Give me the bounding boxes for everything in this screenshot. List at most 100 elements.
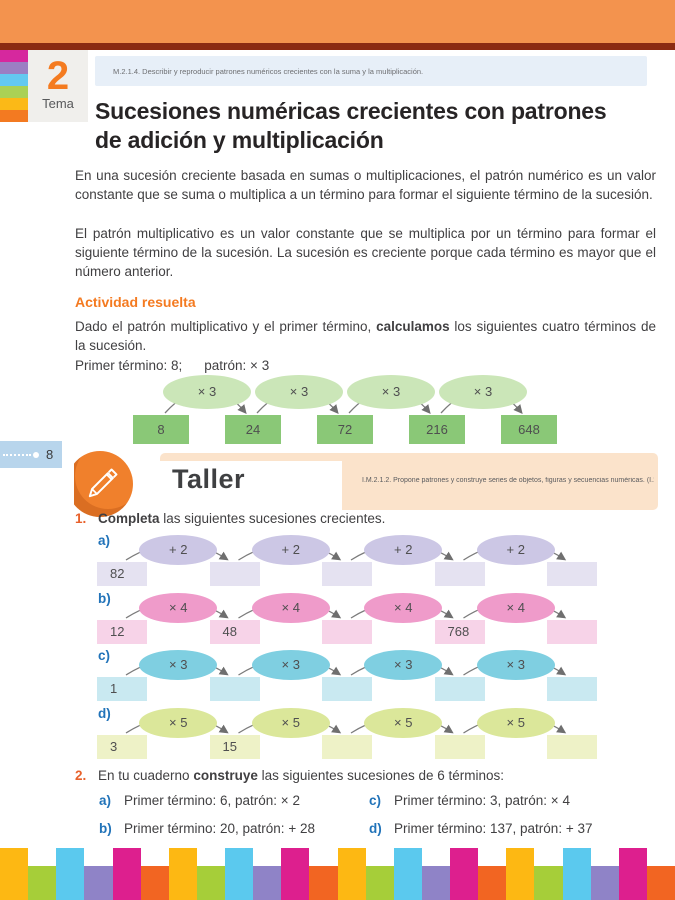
dot-icon (33, 451, 39, 458)
taller-icon-circle (74, 451, 133, 517)
sequence-term-box: 12 (97, 619, 147, 644)
activity-heading: Actividad resuelta (75, 294, 196, 310)
color-block (168, 848, 197, 900)
exercise-1-row-d: × 5 × 5 × 5 × 5 3 15 d) (97, 706, 597, 759)
activity-intro: Dado el patrón multiplicativo y el prime… (75, 317, 656, 355)
sequence-empty-box[interactable] (547, 677, 597, 701)
color-strip-square (0, 74, 28, 86)
color-block (506, 848, 535, 900)
pattern-ellipse: × 3 (347, 375, 435, 409)
exercise-1-heading: 1. Completa las siguientes sucesiones cre… (75, 511, 385, 526)
given-pattern: patrón: × 3 (204, 358, 270, 373)
color-block (450, 848, 479, 900)
pattern-ellipse: + 2 (251, 535, 330, 565)
exercise-1-rows: + 2 + 2 + 2 + 2 82 a) × 4 × 4 × 4 × 4 12 48 768 b) × 3… (97, 533, 597, 765)
pattern-ellipse: × 3 (364, 650, 443, 680)
pattern-ellipse: × 3 (255, 375, 343, 409)
exercise-2-heading: 2. En tu cuaderno construye las siguiente… (75, 768, 504, 783)
color-strip-square (0, 62, 28, 74)
taller-label-panel (160, 461, 342, 510)
sequence-term-box: 24 (225, 415, 281, 444)
page-title-line-1: Sucesiones numéricas crecientes con patr… (95, 98, 607, 124)
pattern-ellipse: × 5 (251, 707, 330, 738)
color-block (281, 848, 310, 900)
item-label: a) (99, 793, 112, 808)
color-block (140, 866, 169, 900)
color-strip-square (0, 86, 28, 98)
color-block (112, 848, 141, 900)
pattern-ellipse: × 3 (439, 375, 527, 409)
exercise-1-row-a: + 2 + 2 + 2 + 2 82 a) (97, 533, 597, 586)
sequence-term-box: 8 (133, 415, 189, 444)
page-title-line-2: de adición y multiplicación (95, 126, 384, 153)
color-block (225, 848, 254, 900)
sequence-empty-box[interactable] (322, 619, 372, 644)
sequence-empty-box[interactable] (209, 677, 260, 701)
color-block (196, 866, 225, 900)
color-block (478, 866, 507, 900)
color-block (253, 866, 282, 900)
curriculum-standard-text: M.2.1.4. Describir y reproducir patrones… (113, 66, 424, 76)
color-block (590, 866, 619, 900)
pattern-ellipse: × 3 (139, 650, 218, 680)
sequence-term-box: 1 (97, 677, 147, 701)
color-strip-square (0, 110, 28, 122)
pattern-ellipse: + 2 (364, 535, 443, 565)
taller-standard-text: I.M.2.1.2. Propone patrones y construye … (362, 477, 654, 484)
color-block (309, 866, 338, 900)
intro-paragraph: En una sucesión creciente basada en suma… (75, 168, 656, 203)
color-block (84, 866, 113, 900)
given-terms: Primer término: 8; patrón: × 3 (75, 358, 269, 373)
item-text: Primer término: 20, patrón: + 28 (124, 821, 315, 836)
example-sequence-diagram: × 3 × 3 × 3 × 3 8 24 72 216 648 (133, 375, 557, 444)
color-block (337, 848, 366, 900)
tema-badge: 2 Tema (28, 50, 88, 122)
sequence-empty-box[interactable] (434, 734, 485, 759)
item-text: Primer término: 137, patrón: + 37 (394, 821, 593, 836)
footer-color-bar (0, 848, 675, 900)
color-block (562, 848, 591, 900)
sequence-empty-box[interactable] (547, 562, 597, 586)
tema-number: 2 (46, 54, 70, 98)
sequence-empty-box[interactable] (547, 619, 597, 644)
color-block (421, 866, 450, 900)
sequence-empty-box[interactable] (209, 562, 260, 586)
exercise-1-row-c: × 3 × 3 × 3 × 3 1 c) (97, 648, 597, 701)
color-block (28, 866, 57, 900)
activity-intro-pre: Dado el patrón multiplicativo y el prime… (75, 319, 377, 334)
sequence-term-box: 72 (317, 415, 373, 444)
exercise-2-item-d: d) Primer término: 137, patrón: + 37 (369, 821, 655, 836)
item-text: Primer término: 3, patrón: × 4 (394, 793, 570, 808)
sequence-empty-box[interactable] (434, 562, 485, 586)
pattern-paragraph: El patrón multiplicativo es un valor con… (75, 226, 656, 280)
row-label: a) (98, 533, 111, 548)
sequence-empty-box[interactable] (434, 677, 485, 701)
sequence-term-box: 82 (97, 562, 147, 586)
sequence-empty-box[interactable] (547, 734, 597, 759)
row-label: b) (98, 590, 111, 606)
color-strip-square (0, 50, 28, 62)
sequence-term-box: 15 (209, 734, 260, 759)
item-label: d) (369, 821, 382, 836)
exercise-1-number: 1. (75, 511, 87, 526)
sequence-term-box: 48 (209, 619, 260, 644)
sequence-term-box: 768 (434, 619, 485, 644)
pencil-icon (88, 468, 118, 498)
exercise-1-verb: Completa (98, 511, 160, 526)
sequence-empty-box[interactable] (322, 734, 372, 759)
item-label: c) (369, 793, 382, 808)
dotted-line (3, 453, 31, 456)
exercise-2-item-c: c) Primer término: 3, patrón: × 4 (369, 793, 655, 808)
pattern-ellipse: + 2 (476, 535, 555, 565)
sequence-empty-box[interactable] (322, 677, 372, 701)
color-strip (0, 50, 28, 122)
exercise-1-row-b: × 4 × 4 × 4 × 4 12 48 768 b) (97, 590, 597, 644)
pattern-ellipse: × 3 (163, 375, 251, 409)
taller-label: Taller (172, 464, 246, 494)
activity-intro-bold: calculamos (376, 319, 450, 334)
pattern-ellipse: × 3 (476, 650, 555, 680)
sequence-term-box: 3 (97, 734, 147, 759)
exercise-2-items: a) Primer término: 6, patrón: × 2 c) Primer… (99, 793, 655, 836)
sequence-empty-box[interactable] (322, 562, 372, 586)
